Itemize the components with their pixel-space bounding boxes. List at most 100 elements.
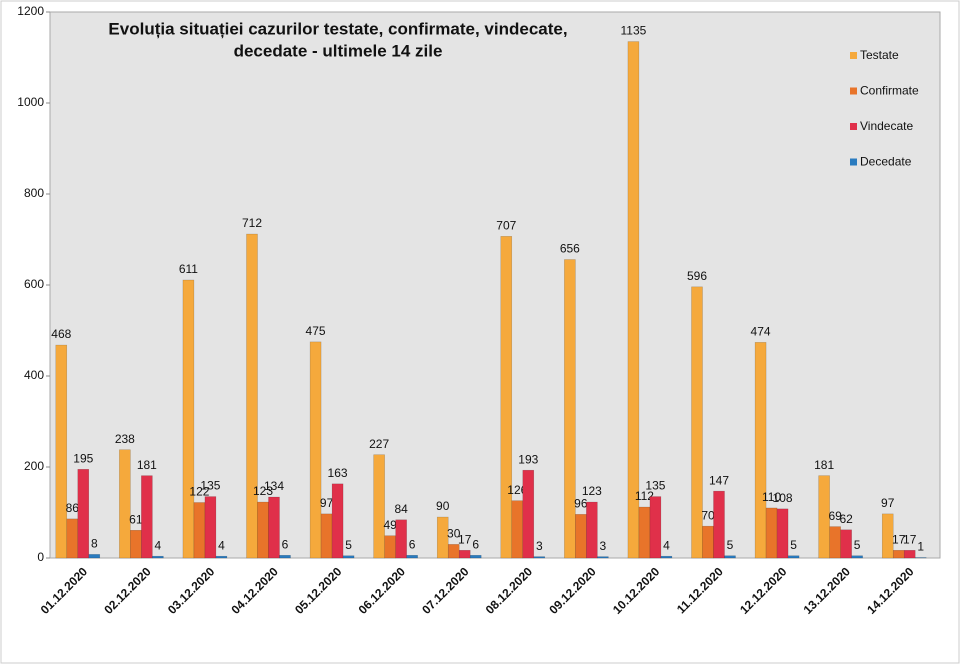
data-label: 69 [828, 509, 842, 523]
bar [469, 555, 482, 559]
y-tick-label: 0 [37, 550, 44, 564]
bar [320, 513, 333, 559]
data-label: 70 [701, 508, 715, 522]
bar [436, 516, 449, 559]
y-tick-label: 200 [24, 459, 44, 473]
bar [818, 475, 830, 559]
data-label: 707 [496, 218, 516, 232]
bar [533, 556, 546, 559]
bar [279, 555, 291, 559]
data-label: 6 [409, 537, 416, 551]
bar [522, 469, 535, 559]
bar [309, 341, 322, 559]
bar [575, 514, 587, 559]
data-label: 596 [687, 269, 707, 283]
legend-swatch [850, 87, 857, 95]
bar [373, 454, 385, 559]
data-label: 17 [903, 532, 917, 546]
bar [702, 525, 714, 559]
data-label: 611 [179, 262, 198, 276]
bar [638, 506, 651, 559]
data-label: 123 [582, 484, 602, 498]
data-label: 30 [447, 527, 461, 541]
data-label: 122 [189, 485, 209, 499]
bar [257, 501, 269, 559]
bar [342, 555, 355, 559]
bar [182, 279, 195, 559]
bar [268, 496, 280, 559]
bar [55, 344, 68, 559]
bar [892, 550, 905, 559]
bar [829, 526, 841, 559]
bar [119, 449, 131, 559]
bar [458, 550, 471, 559]
data-label: 475 [306, 324, 326, 338]
data-label: 181 [814, 458, 834, 472]
data-label: 3 [600, 539, 607, 553]
legend-label: Testate [860, 48, 899, 62]
data-label: 5 [727, 538, 734, 552]
bar [204, 496, 217, 559]
chart-title: Evoluția situației cazurilor testate, co… [108, 19, 567, 38]
bar [66, 518, 79, 559]
legend-swatch [850, 52, 857, 59]
chart-title: decedate - ultimele 14 zile [234, 41, 443, 60]
data-label: 110 [762, 490, 781, 504]
bar [246, 233, 258, 559]
bar [215, 555, 228, 559]
data-label: 17 [458, 532, 472, 546]
bar [840, 529, 852, 559]
bar [331, 483, 344, 559]
y-tick-label: 600 [24, 277, 44, 291]
data-label: 656 [560, 242, 580, 256]
data-label: 108 [773, 491, 793, 505]
bar [881, 513, 894, 559]
legend-swatch [850, 158, 857, 166]
data-label: 3 [536, 539, 543, 553]
bar [660, 555, 673, 559]
bar [776, 508, 789, 559]
data-label: 5 [854, 538, 861, 552]
data-label: 474 [751, 325, 771, 339]
bar [384, 535, 396, 559]
data-label: 4 [218, 538, 225, 552]
bar [395, 519, 407, 559]
data-label: 468 [51, 327, 71, 341]
data-label: 163 [328, 466, 348, 480]
bar [627, 41, 640, 559]
legend-label: Decedate [860, 155, 912, 169]
bar [649, 496, 662, 559]
bar [787, 555, 800, 559]
data-label: 195 [73, 451, 93, 465]
bar [765, 507, 778, 559]
bar [406, 555, 418, 559]
data-label: 49 [383, 518, 397, 532]
data-label: 5 [790, 538, 797, 552]
bar [77, 469, 90, 559]
bar [713, 490, 725, 559]
data-label: 227 [369, 437, 389, 451]
legend-label: Vindecate [860, 119, 913, 133]
legend-swatch [850, 123, 857, 130]
data-label: 84 [394, 502, 408, 516]
bar [691, 286, 703, 559]
plot-area [49, 11, 941, 559]
bar [88, 554, 101, 559]
data-label: 123 [253, 484, 273, 498]
bar [597, 556, 609, 559]
data-label: 62 [839, 512, 853, 526]
y-tick-label: 1000 [17, 95, 44, 109]
data-label: 6 [472, 537, 479, 551]
data-label: 61 [129, 512, 143, 526]
data-label: 135 [645, 479, 665, 493]
data-label: 1135 [621, 24, 647, 38]
legend-label: Confirmate [860, 84, 919, 98]
data-label: 6 [282, 537, 289, 551]
bar [500, 236, 513, 559]
data-label: 17 [892, 532, 906, 546]
data-label: 86 [66, 501, 80, 515]
bar [851, 555, 863, 559]
data-label: 147 [709, 473, 729, 487]
data-label: 4 [663, 538, 670, 552]
